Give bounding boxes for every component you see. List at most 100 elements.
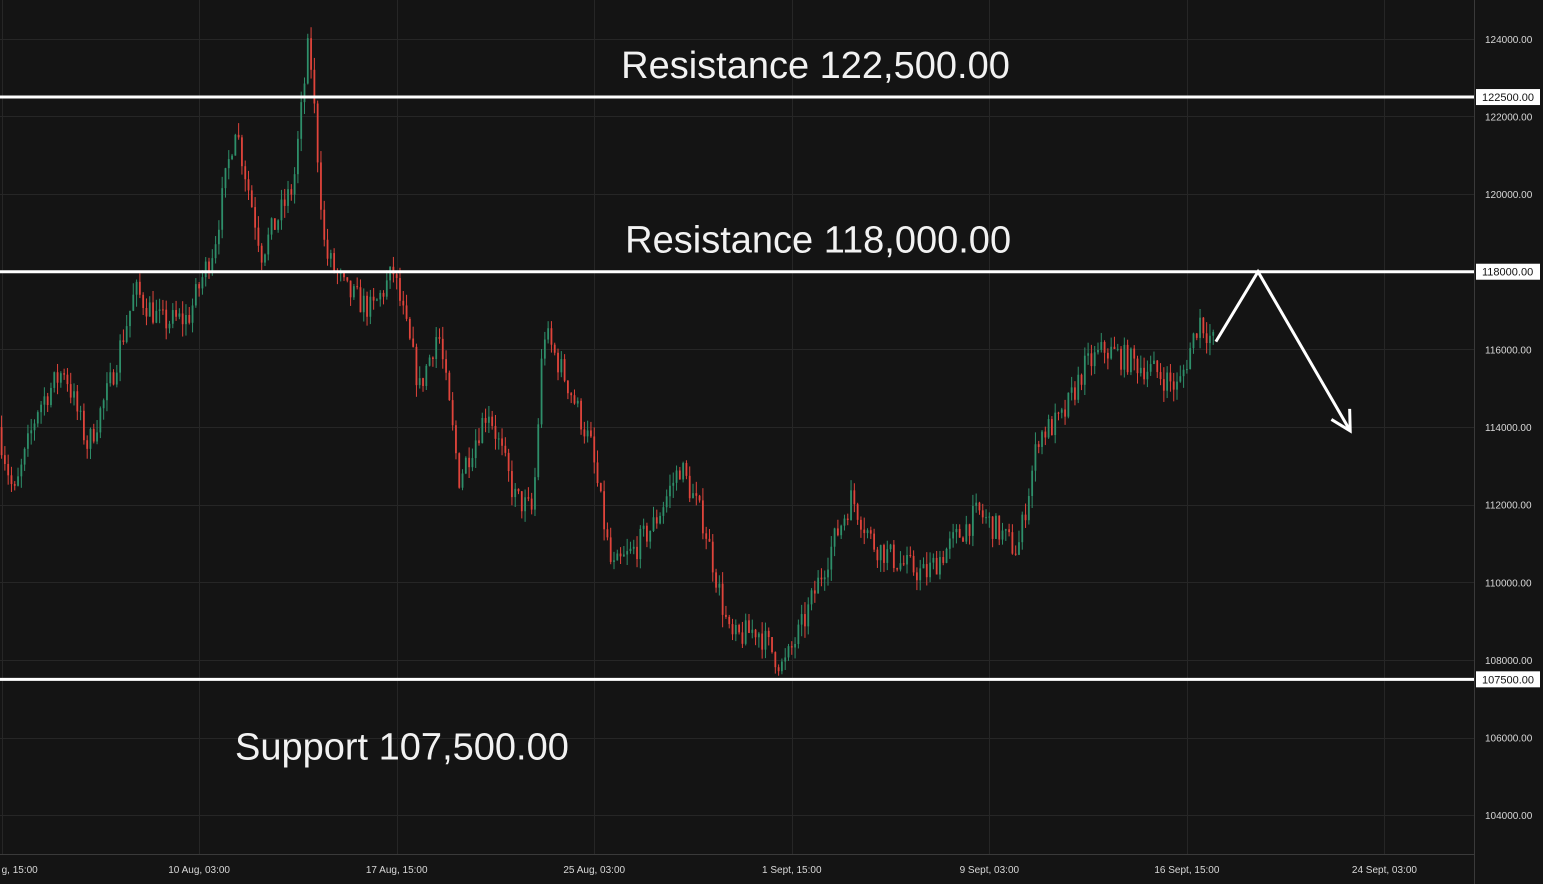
level-annotation: Resistance 118,000.00 (625, 220, 1011, 262)
candle-down (208, 257, 210, 279)
candle-down (566, 380, 569, 400)
candle-up (692, 483, 694, 499)
candle-up (843, 514, 846, 531)
level-price-label: 122500.00 (1482, 92, 1534, 104)
candle-up (425, 364, 428, 390)
candle-down (1090, 344, 1093, 376)
time-tick-label: 24 Sept, 03:00 (1352, 865, 1417, 876)
candle-up (613, 551, 615, 570)
candle-down (198, 282, 201, 297)
candle-down (7, 454, 10, 485)
candle-down (122, 329, 125, 345)
candle-up (191, 298, 194, 333)
price-tick-label: 108000.00 (1485, 656, 1533, 667)
candle-up (1139, 355, 1142, 377)
time-tick-label: g, 15:00 (2, 865, 39, 876)
price-tick-label: 110000.00 (1485, 578, 1532, 589)
candle-up (418, 366, 421, 389)
price-tick-label: 114000.00 (1485, 423, 1532, 434)
candle-down (63, 368, 66, 380)
candle-down (725, 605, 727, 619)
candle-down (715, 568, 717, 593)
candle-down (188, 306, 191, 325)
candle-up (1087, 342, 1090, 365)
candle-down (892, 540, 895, 573)
candle-up (267, 227, 270, 261)
candle-down (247, 170, 250, 200)
candle-up (534, 467, 536, 517)
candle-down (991, 516, 994, 548)
candle-up (40, 401, 42, 424)
candle-up (435, 327, 438, 369)
candle-down (1057, 411, 1060, 421)
candle-down (869, 526, 872, 540)
candle-down (92, 423, 95, 444)
candle-up (1212, 329, 1215, 345)
candle-down (313, 57, 316, 114)
candle-up (751, 619, 754, 639)
candle-up (514, 483, 517, 507)
candle-up (287, 180, 289, 214)
candle-down (366, 291, 368, 326)
candle-up (919, 559, 922, 591)
candle-up (43, 387, 46, 416)
candle-down (1205, 322, 1208, 354)
candle-up (540, 349, 543, 429)
candle-down (853, 483, 856, 513)
candle-down (326, 228, 329, 266)
candle-down (455, 420, 457, 460)
candle-down (372, 287, 375, 310)
candle-down (1024, 503, 1027, 528)
candle-up (632, 539, 635, 555)
candle-up (576, 397, 579, 408)
candle-up (224, 167, 227, 198)
candle-down (1156, 360, 1159, 378)
candle-down (165, 300, 168, 340)
candle-down (701, 488, 704, 540)
candle-down (695, 481, 698, 506)
candle-up (30, 418, 33, 445)
candle-down (916, 567, 918, 591)
time-axis[interactable]: g, 15:00 10 Aug, 03:00 17 Aug, 15:00 25 Aug… (2, 865, 1418, 876)
candle-down (112, 369, 115, 386)
candle-down (896, 567, 899, 572)
candle-down (883, 543, 885, 572)
candle-up (53, 371, 56, 393)
candle-down (1162, 367, 1165, 402)
candle-up (474, 429, 477, 468)
candle-up (662, 501, 665, 524)
candle-down (761, 622, 764, 659)
candle-up (27, 424, 29, 457)
candle-down (458, 452, 461, 489)
price-tick-label: 104000.00 (1485, 811, 1533, 822)
candle-up (626, 538, 629, 565)
candle-down (250, 185, 253, 208)
candle-down (1080, 373, 1083, 391)
time-tick-label: 1 Sept, 15:00 (762, 865, 822, 876)
candle-up (96, 420, 98, 445)
candle-down (511, 460, 513, 506)
candle-up (227, 150, 230, 180)
candle-up (135, 279, 138, 307)
candle-up (800, 604, 803, 637)
candle-down (142, 292, 145, 315)
candle-down (491, 410, 494, 430)
projection-arrow (1214, 268, 1352, 434)
candle-up (352, 283, 355, 300)
candle-down (748, 614, 750, 634)
candle-up (428, 354, 431, 367)
candle-down (771, 637, 773, 654)
candle-down (603, 480, 606, 541)
projection-path[interactable] (1214, 268, 1352, 432)
candle-up (622, 546, 625, 557)
candle-up (797, 619, 800, 649)
candle-down (254, 197, 257, 240)
candle-up (1123, 337, 1126, 378)
candle-up (971, 494, 974, 547)
candle-down (0, 415, 3, 459)
candle-down (152, 290, 154, 325)
candle-up (168, 320, 171, 334)
price-axis[interactable]: 124000.00 122000.00 120000.00 116000.00 1140… (1476, 35, 1540, 822)
level-annotation: Resistance 122,500.00 (621, 45, 1010, 87)
candle-up (385, 270, 388, 300)
